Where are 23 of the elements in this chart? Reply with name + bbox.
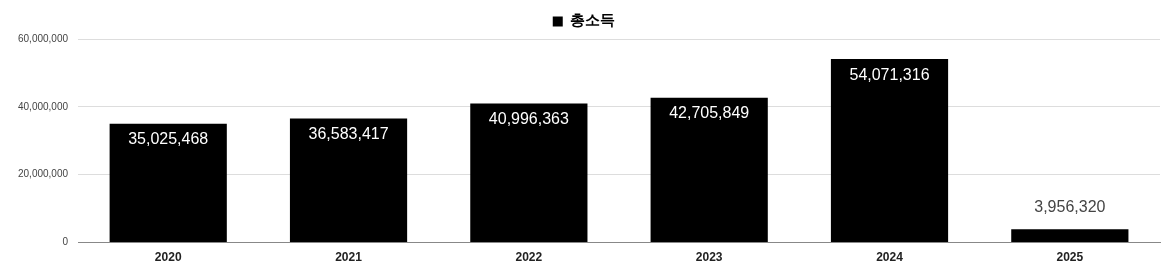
- bar: [470, 103, 588, 243]
- bar: [1011, 229, 1129, 243]
- data-label: 3,956,320: [1034, 197, 1106, 215]
- bar: [109, 123, 227, 243]
- x-tick-label: 2023: [695, 250, 723, 265]
- x-tick-label: 2025: [1056, 250, 1084, 265]
- y-tick-label: 20,000,000: [17, 168, 69, 180]
- y-tick-label: 60,000,000: [17, 32, 69, 44]
- y-tick-label: 0: [62, 236, 69, 248]
- data-label: 35,025,468: [128, 130, 209, 148]
- data-label: 40,996,363: [488, 109, 569, 127]
- x-tick-label: 2024: [876, 250, 904, 265]
- data-label: 54,071,316: [849, 65, 930, 83]
- x-tick-label: 2021: [335, 250, 363, 265]
- data-label: 42,705,849: [669, 104, 750, 122]
- bar: [289, 118, 408, 243]
- bar: [830, 59, 949, 243]
- y-tick-label: 40,000,000: [17, 100, 69, 112]
- legend-label: 총소득: [570, 11, 616, 30]
- data-label: 36,583,417: [308, 124, 389, 142]
- x-tick-label: 2022: [515, 250, 543, 265]
- x-tick-label: 2020: [154, 250, 182, 265]
- bar: [650, 97, 768, 243]
